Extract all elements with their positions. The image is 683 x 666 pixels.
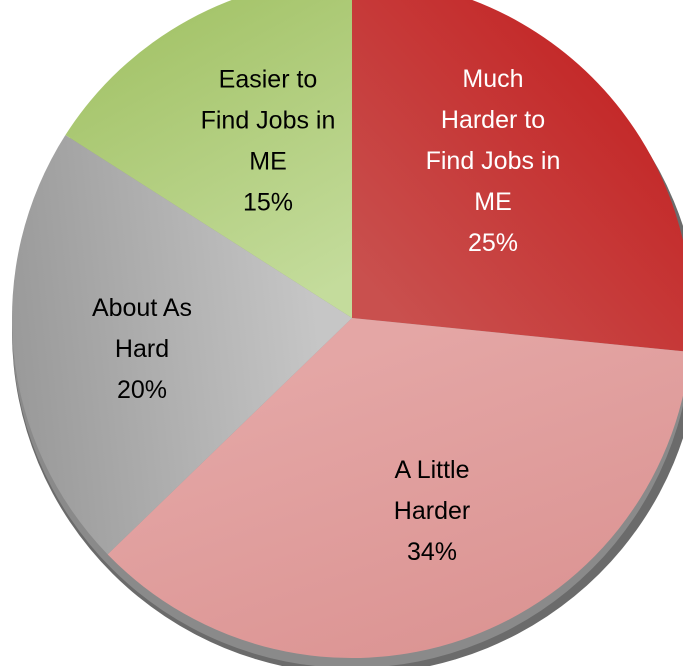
pie-slice-4	[65, 0, 352, 318]
pie-slice-label-line: ME	[474, 188, 512, 216]
pie-slice-percent: 15%	[243, 189, 293, 217]
pie-slice-percent: 34%	[407, 538, 457, 566]
pie-slice-label-line: Find Jobs in	[426, 147, 561, 175]
pie-slice-label-line: ME	[249, 148, 287, 176]
pie-slice-percent: 20%	[117, 376, 167, 404]
pie-slice-label-3: About As Hard 20%	[92, 294, 192, 404]
pie-slice-label-line: About As	[92, 294, 192, 322]
pie-slice-1	[352, 0, 683, 352]
pie-slice-label-line: Harder to	[441, 106, 545, 134]
pie-slice-label-line: Hard	[115, 335, 169, 363]
pie-slice-percent: 25%	[468, 229, 518, 257]
pie-slice-label-line: Harder	[394, 497, 470, 525]
pie-slice-label-2: A Little Harder 34%	[394, 456, 470, 566]
pie-slice-label-line: A Little	[394, 456, 469, 484]
pie-labels: Much Harder to Find Jobs in ME 25% A Little Ha…	[92, 65, 560, 566]
pie-slice-label-4: Easier to Find Jobs in ME 15%	[201, 66, 336, 217]
pie-slice-3	[11, 135, 353, 555]
pie-slices	[11, 0, 683, 658]
pie-slice-label-line: Easier to	[219, 66, 318, 94]
pie-slice-label-line: Find Jobs in	[201, 107, 336, 135]
pie-slice-label-1: Much Harder to Find Jobs in ME 25%	[426, 65, 561, 257]
pie-slice-2	[107, 318, 683, 658]
pie-slice-label-line: Much	[462, 65, 523, 93]
